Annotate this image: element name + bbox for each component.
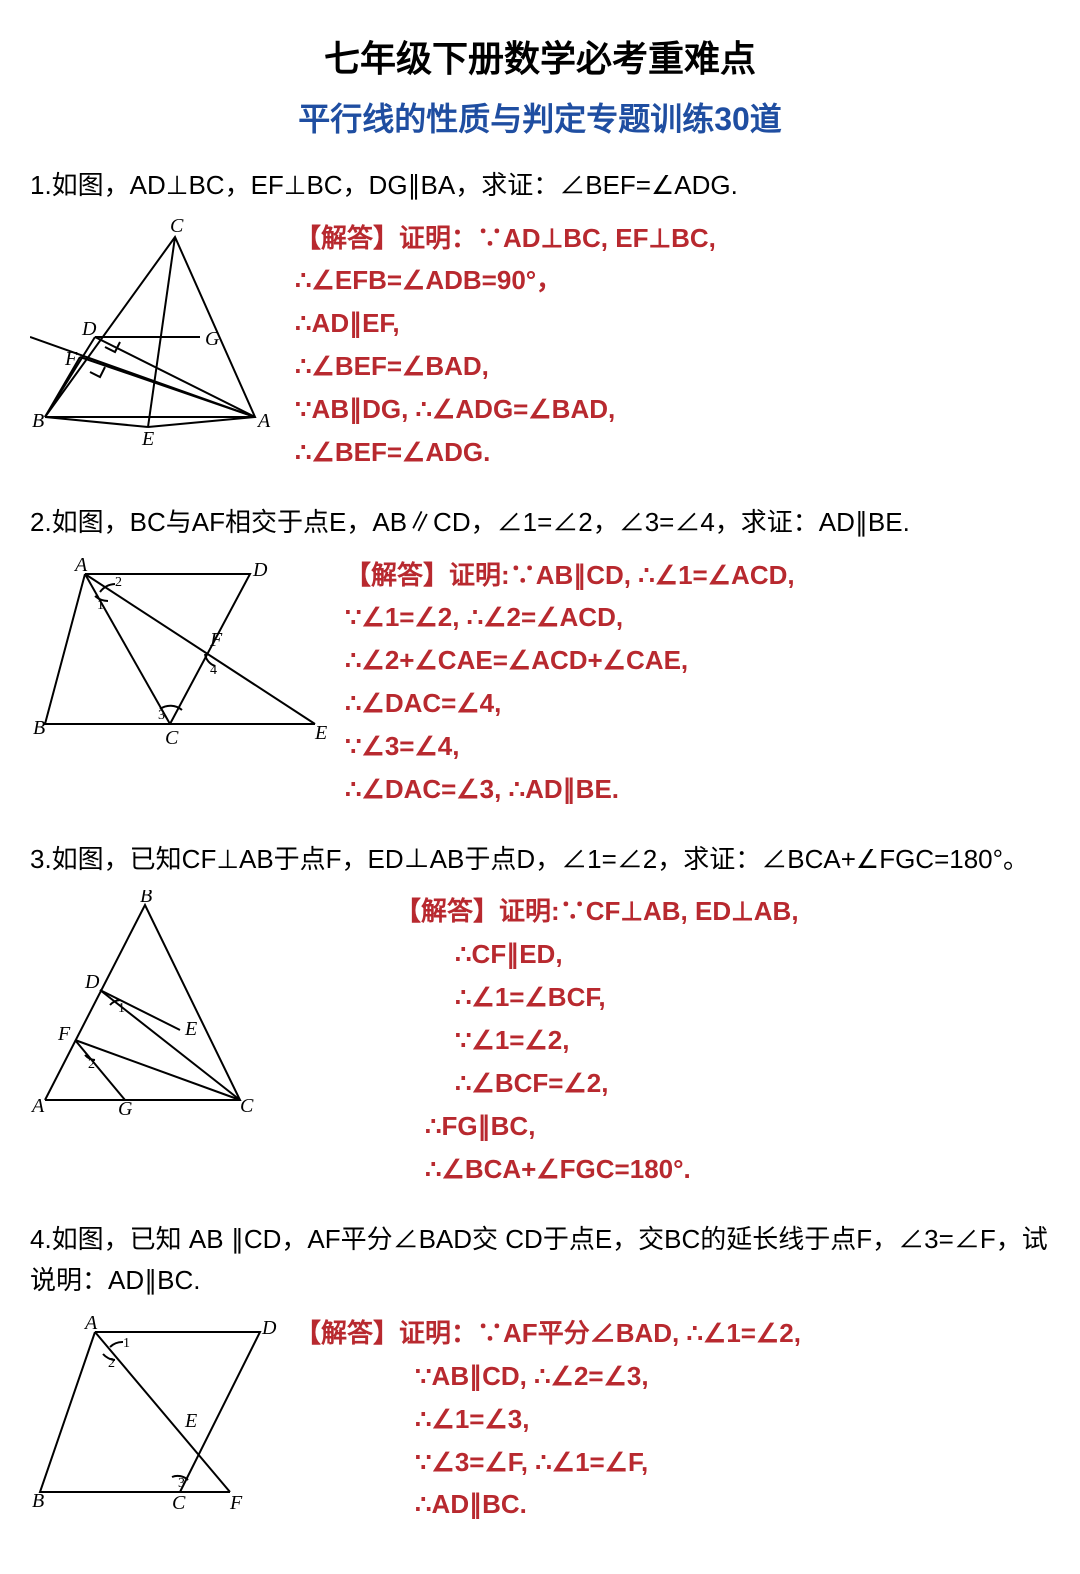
svg-text:1: 1 (123, 1336, 130, 1351)
question-text: 1.如图，AD⊥BC，EF⊥BC，DG∥BA，求证：∠BEF=∠ADG. (30, 165, 1050, 207)
svg-text:D: D (252, 559, 268, 581)
svg-text:A: A (73, 554, 88, 576)
solution-line: ∵∠3=∠F, ∴∠1=∠F, (295, 1441, 1050, 1484)
solution-line: ∵AB∥DG, ∴∠ADG=∠BAD, (295, 388, 1050, 431)
figure-3: B D E F A G C 1 2 (30, 890, 260, 1125)
solution-label: 【解答】 (295, 1318, 399, 1348)
svg-text:B: B (33, 717, 45, 739)
problem-3: 3.如图，已知CF⊥AB于点F，ED⊥AB于点D，∠1=∠2，求证：∠BCA+∠… (30, 839, 1050, 1191)
solution-line: ∴AD∥BC. (295, 1483, 1050, 1526)
solution-line: ∴∠EFB=∠ADB=90°， (295, 259, 1050, 302)
svg-text:F: F (64, 348, 78, 370)
main-title: 七年级下册数学必考重难点 (30, 30, 1050, 82)
solution-line: ∴∠BEF=∠ADG. (295, 431, 1050, 474)
solution-line: ∵∠1=∠2, ∴∠2=∠ACD, (345, 596, 1050, 639)
problem-1: 1.如图，AD⊥BC，EF⊥BC，DG∥BA，求证：∠BEF=∠ADG. (30, 165, 1050, 474)
solution-line: ∴∠1=∠BCF, (395, 976, 1050, 1019)
solution-line: ∴∠BCF=∠2, (395, 1062, 1050, 1105)
solution-line: ∵AB∥CD, ∴∠1=∠ACD, (510, 560, 795, 590)
svg-text:2: 2 (115, 575, 122, 590)
solution-line: ∵CF⊥AB, ED⊥AB, (560, 896, 799, 926)
svg-text:E: E (184, 1410, 197, 1432)
problem-4: 4.如图，已知 AB ∥CD，AF平分∠BAD交 CD于点E，交BC的延长线于点… (30, 1219, 1050, 1527)
svg-text:F: F (57, 1023, 71, 1045)
svg-text:C: C (165, 727, 179, 749)
svg-text:3: 3 (178, 1476, 185, 1491)
svg-text:B: B (140, 890, 152, 907)
solution-line: ∵AD⊥BC, EF⊥BC, (477, 223, 716, 253)
svg-text:D: D (81, 318, 97, 340)
svg-text:3: 3 (158, 708, 165, 723)
sub-title: 平行线的性质与判定专题训练30道 (30, 94, 1050, 140)
question-text: 4.如图，已知 AB ∥CD，AF平分∠BAD交 CD于点E，交BC的延长线于点… (30, 1219, 1050, 1302)
solution-line: ∴∠1=∠3, (295, 1398, 1050, 1441)
solution-line: ∴∠BCA+∠FGC=180°. (395, 1148, 1050, 1191)
figure-4: A D E B C F 1 2 3 (30, 1312, 280, 1517)
solution-1: 【解答】证明：∵AD⊥BC, EF⊥BC, ∴∠EFB=∠ADB=90°， ∴A… (295, 217, 1050, 474)
solution-line: ∴∠DAC=∠3, ∴AD∥BE. (345, 768, 1050, 811)
svg-text:G: G (205, 328, 220, 350)
svg-text:E: E (141, 428, 154, 447)
svg-text:1: 1 (118, 1001, 125, 1016)
svg-text:D: D (84, 971, 100, 993)
svg-text:1: 1 (97, 598, 104, 613)
svg-text:E: E (314, 722, 327, 744)
svg-text:F: F (209, 629, 223, 651)
svg-text:A: A (30, 1095, 45, 1117)
solution-label: 【解答】 (295, 223, 399, 253)
svg-text:B: B (32, 1490, 44, 1512)
svg-text:4: 4 (210, 663, 217, 678)
svg-text:A: A (256, 410, 271, 432)
proof-label: 证明： (399, 1318, 477, 1348)
figure-2: A D F B C E 2 1 3 4 (30, 554, 330, 759)
svg-text:2: 2 (88, 1057, 95, 1072)
solution-line: ∴CF∥ED, (395, 933, 1050, 976)
solution-label: 【解答】 (345, 560, 449, 590)
svg-text:C: C (172, 1492, 186, 1512)
solution-line: ∵∠1=∠2, (395, 1019, 1050, 1062)
question-text: 2.如图，BC与AF相交于点E，AB∥CD，∠1=∠2，∠3=∠4，求证：AD∥… (30, 502, 1050, 544)
solution-3: 【解答】证明:∵CF⊥AB, ED⊥AB, ∴CF∥ED, ∴∠1=∠BCF, … (275, 890, 1050, 1190)
figure-1: C D G F B A E (30, 217, 280, 452)
solution-4: 【解答】证明：∵AF平分∠BAD, ∴∠1=∠2, ∵AB∥CD, ∴∠2=∠3… (295, 1312, 1050, 1526)
solution-line: ∵AF平分∠BAD, ∴∠1=∠2, (477, 1318, 801, 1348)
svg-text:E: E (184, 1018, 197, 1040)
proof-label: 证明: (499, 896, 560, 926)
solution-line: ∴∠DAC=∠4, (345, 682, 1050, 725)
svg-text:A: A (83, 1312, 98, 1334)
svg-text:2: 2 (108, 1356, 115, 1371)
solution-2: 【解答】证明:∵AB∥CD, ∴∠1=∠ACD, ∵∠1=∠2, ∴∠2=∠AC… (345, 554, 1050, 811)
svg-text:D: D (261, 1317, 277, 1339)
proof-label: 证明: (449, 560, 510, 590)
solution-line: ∴∠2+∠CAE=∠ACD+∠CAE, (345, 639, 1050, 682)
svg-text:F: F (229, 1492, 243, 1512)
solution-line: ∵∠3=∠4, (345, 725, 1050, 768)
svg-text:C: C (170, 217, 184, 237)
solution-line: ∴AD∥EF, (295, 302, 1050, 345)
question-text: 3.如图，已知CF⊥AB于点F，ED⊥AB于点D，∠1=∠2，求证：∠BCA+∠… (30, 839, 1050, 881)
solution-label: 【解答】 (395, 896, 499, 926)
solution-line: ∴∠BEF=∠BAD, (295, 345, 1050, 388)
svg-text:C: C (240, 1095, 254, 1117)
svg-text:G: G (118, 1098, 133, 1120)
solution-line: ∴FG∥BC, (395, 1105, 1050, 1148)
proof-label: 证明： (399, 223, 477, 253)
problem-2: 2.如图，BC与AF相交于点E，AB∥CD，∠1=∠2，∠3=∠4，求证：AD∥… (30, 502, 1050, 811)
solution-line: ∵AB∥CD, ∴∠2=∠3, (295, 1355, 1050, 1398)
svg-text:B: B (32, 410, 44, 432)
